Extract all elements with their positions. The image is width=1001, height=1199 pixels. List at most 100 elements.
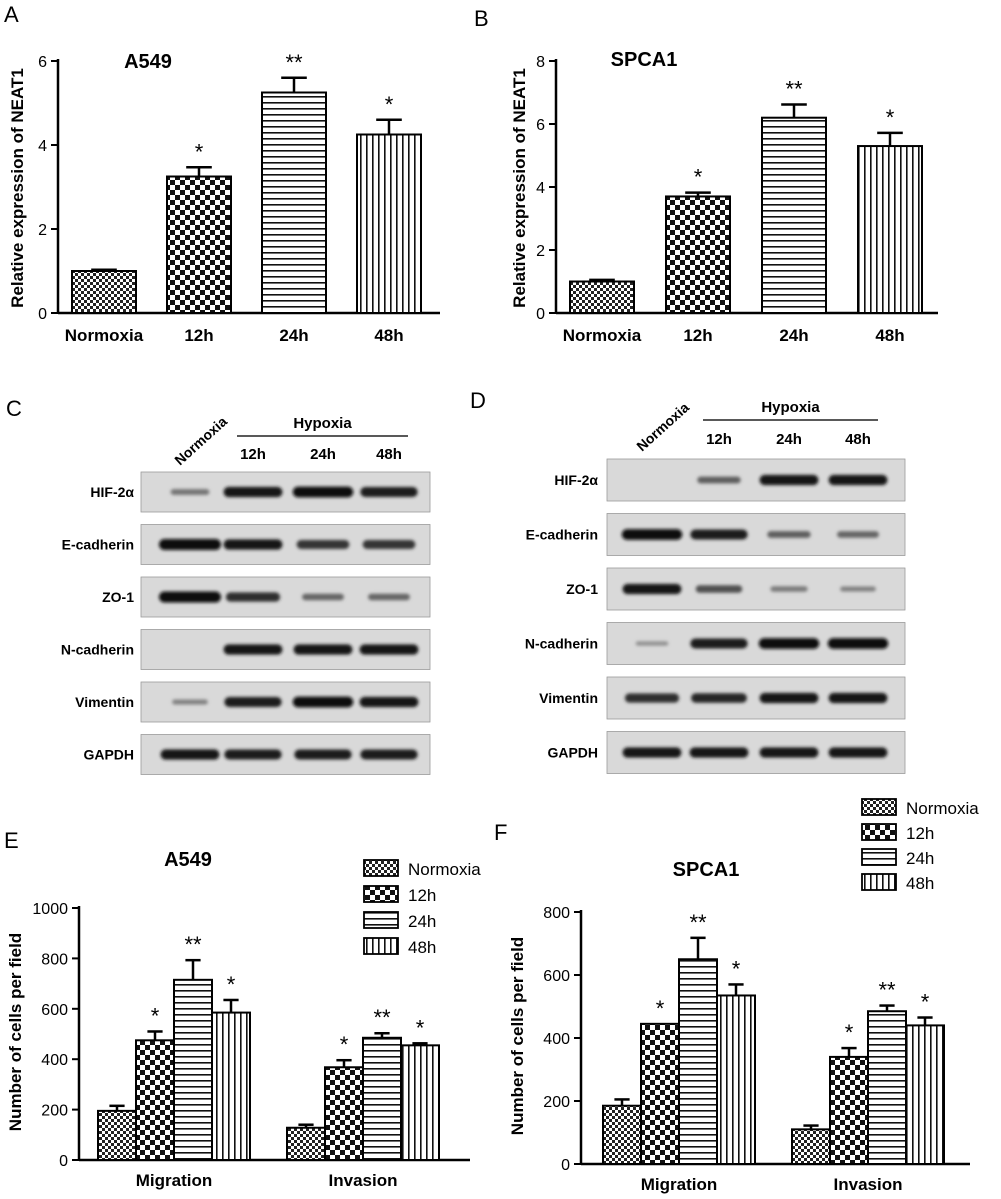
blot-band <box>224 697 282 707</box>
blot-band <box>828 474 888 486</box>
y-tick-label: 0 <box>536 306 545 323</box>
timepoint-label: 12h <box>706 431 732 448</box>
chart-title-b: SPCA1 <box>611 49 678 71</box>
protein-label: E-cadherin <box>62 537 134 553</box>
blot-band <box>690 638 748 649</box>
timepoint-label: 48h <box>845 431 871 448</box>
y-tick-label: 1000 <box>32 901 68 918</box>
legend: Normoxia 12h 24h 48h <box>363 859 481 957</box>
bar-charts: 0246Normoxia*12h**24h*48h02468Normoxia*1… <box>32 50 970 1194</box>
bar <box>173 978 213 1161</box>
protein-label: Vimentin <box>539 690 598 706</box>
bar <box>97 1109 137 1161</box>
blot-panel-d: Normoxia Hypoxia 12h 24h 48h HIF-2α E-cadherin… <box>525 399 906 774</box>
bar <box>867 1010 907 1165</box>
significance-label: ** <box>285 50 303 75</box>
legend-label: 24h <box>906 849 934 868</box>
significance-label: * <box>340 1032 349 1057</box>
significance-label: * <box>921 990 930 1015</box>
protein-label: Vimentin <box>75 694 134 710</box>
blot-band <box>223 539 283 550</box>
bar <box>400 1044 440 1161</box>
blot-band <box>170 489 210 495</box>
legend-swatch <box>861 823 897 841</box>
blot-band <box>225 592 281 602</box>
blot-band <box>689 747 749 758</box>
bar <box>71 270 137 314</box>
blot-band <box>827 638 889 649</box>
blot-band <box>759 474 819 486</box>
y-tick-label: 400 <box>41 1052 68 1069</box>
western-blots: Normoxia Hypoxia 12h 24h 48h HIF-2α E-cadherin… <box>61 399 906 775</box>
significance-label: * <box>227 972 236 997</box>
blot-band <box>767 531 811 538</box>
legend-swatch <box>363 911 399 929</box>
timepoint-label: 24h <box>310 446 336 463</box>
hypoxia-header-label: Hypoxia <box>293 415 352 432</box>
bar <box>640 1022 680 1166</box>
blot-band <box>360 749 418 760</box>
significance-label: * <box>886 105 895 130</box>
blot-band <box>296 540 350 549</box>
y-tick-label: 0 <box>59 1153 68 1170</box>
x-tick-label: 12h <box>683 326 712 345</box>
blot-band <box>224 749 282 760</box>
chart-title-e: A549 <box>164 849 212 871</box>
significance-label: * <box>694 165 703 190</box>
y-tick-label: 600 <box>543 968 570 985</box>
blot-band <box>828 747 888 758</box>
bar <box>602 1104 642 1165</box>
chart-a: 0 2 4 6 Normoxia * 12h ** 24h * 48h <box>38 50 440 345</box>
significance-label: ** <box>184 932 202 957</box>
x-tick-label: Normoxia <box>563 326 642 345</box>
blot-band <box>621 529 683 540</box>
legend-swatch <box>363 859 399 877</box>
significance-label: * <box>732 956 741 981</box>
legend-label: 48h <box>408 938 436 957</box>
y-tick-label: 4 <box>38 138 47 155</box>
blot-band <box>759 747 819 758</box>
blot-band <box>360 487 418 497</box>
legend-swatch <box>363 937 399 955</box>
bar <box>261 91 327 314</box>
x-tick-label: 24h <box>279 326 308 345</box>
significance-label: * <box>845 1020 854 1045</box>
hypoxia-header-label: Hypoxia <box>761 399 820 416</box>
blot-band <box>359 644 419 655</box>
blot-band <box>622 747 682 758</box>
panel-letter-d: D <box>470 388 486 413</box>
y-tick-label: 0 <box>38 306 47 323</box>
blot-band <box>828 692 888 704</box>
x-tick-label: Migration <box>136 1171 213 1190</box>
bar <box>211 1011 251 1162</box>
blot-band <box>368 593 410 601</box>
blot-band <box>695 585 743 593</box>
chart-title-a: A549 <box>124 51 172 73</box>
blot-band <box>294 749 352 760</box>
blot-band <box>770 586 808 592</box>
y-tick-label: 0 <box>561 1157 570 1174</box>
y-tick-label: 2 <box>536 243 545 260</box>
significance-label: * <box>416 1015 425 1040</box>
panel-letter-b: B <box>474 6 489 31</box>
bar <box>665 195 731 314</box>
significance-label: * <box>195 139 204 164</box>
panel-letter-a: A <box>4 2 19 27</box>
blot-band <box>159 591 221 603</box>
blot-band <box>758 638 820 649</box>
bar <box>905 1024 945 1166</box>
blot-band <box>292 486 354 498</box>
timepoint-label: 48h <box>376 446 402 463</box>
blot-band <box>223 486 283 498</box>
significance-label: ** <box>878 978 896 1003</box>
legend-label: Normoxia <box>408 860 481 879</box>
significance-label: * <box>656 996 665 1021</box>
blot-band <box>759 692 819 704</box>
blot-band <box>837 531 879 538</box>
bar <box>135 1039 175 1162</box>
protein-label: N-cadherin <box>61 642 134 658</box>
x-tick-label: Migration <box>641 1175 718 1194</box>
y-axis-label-a: Relative expression of NEAT1 <box>8 68 27 308</box>
